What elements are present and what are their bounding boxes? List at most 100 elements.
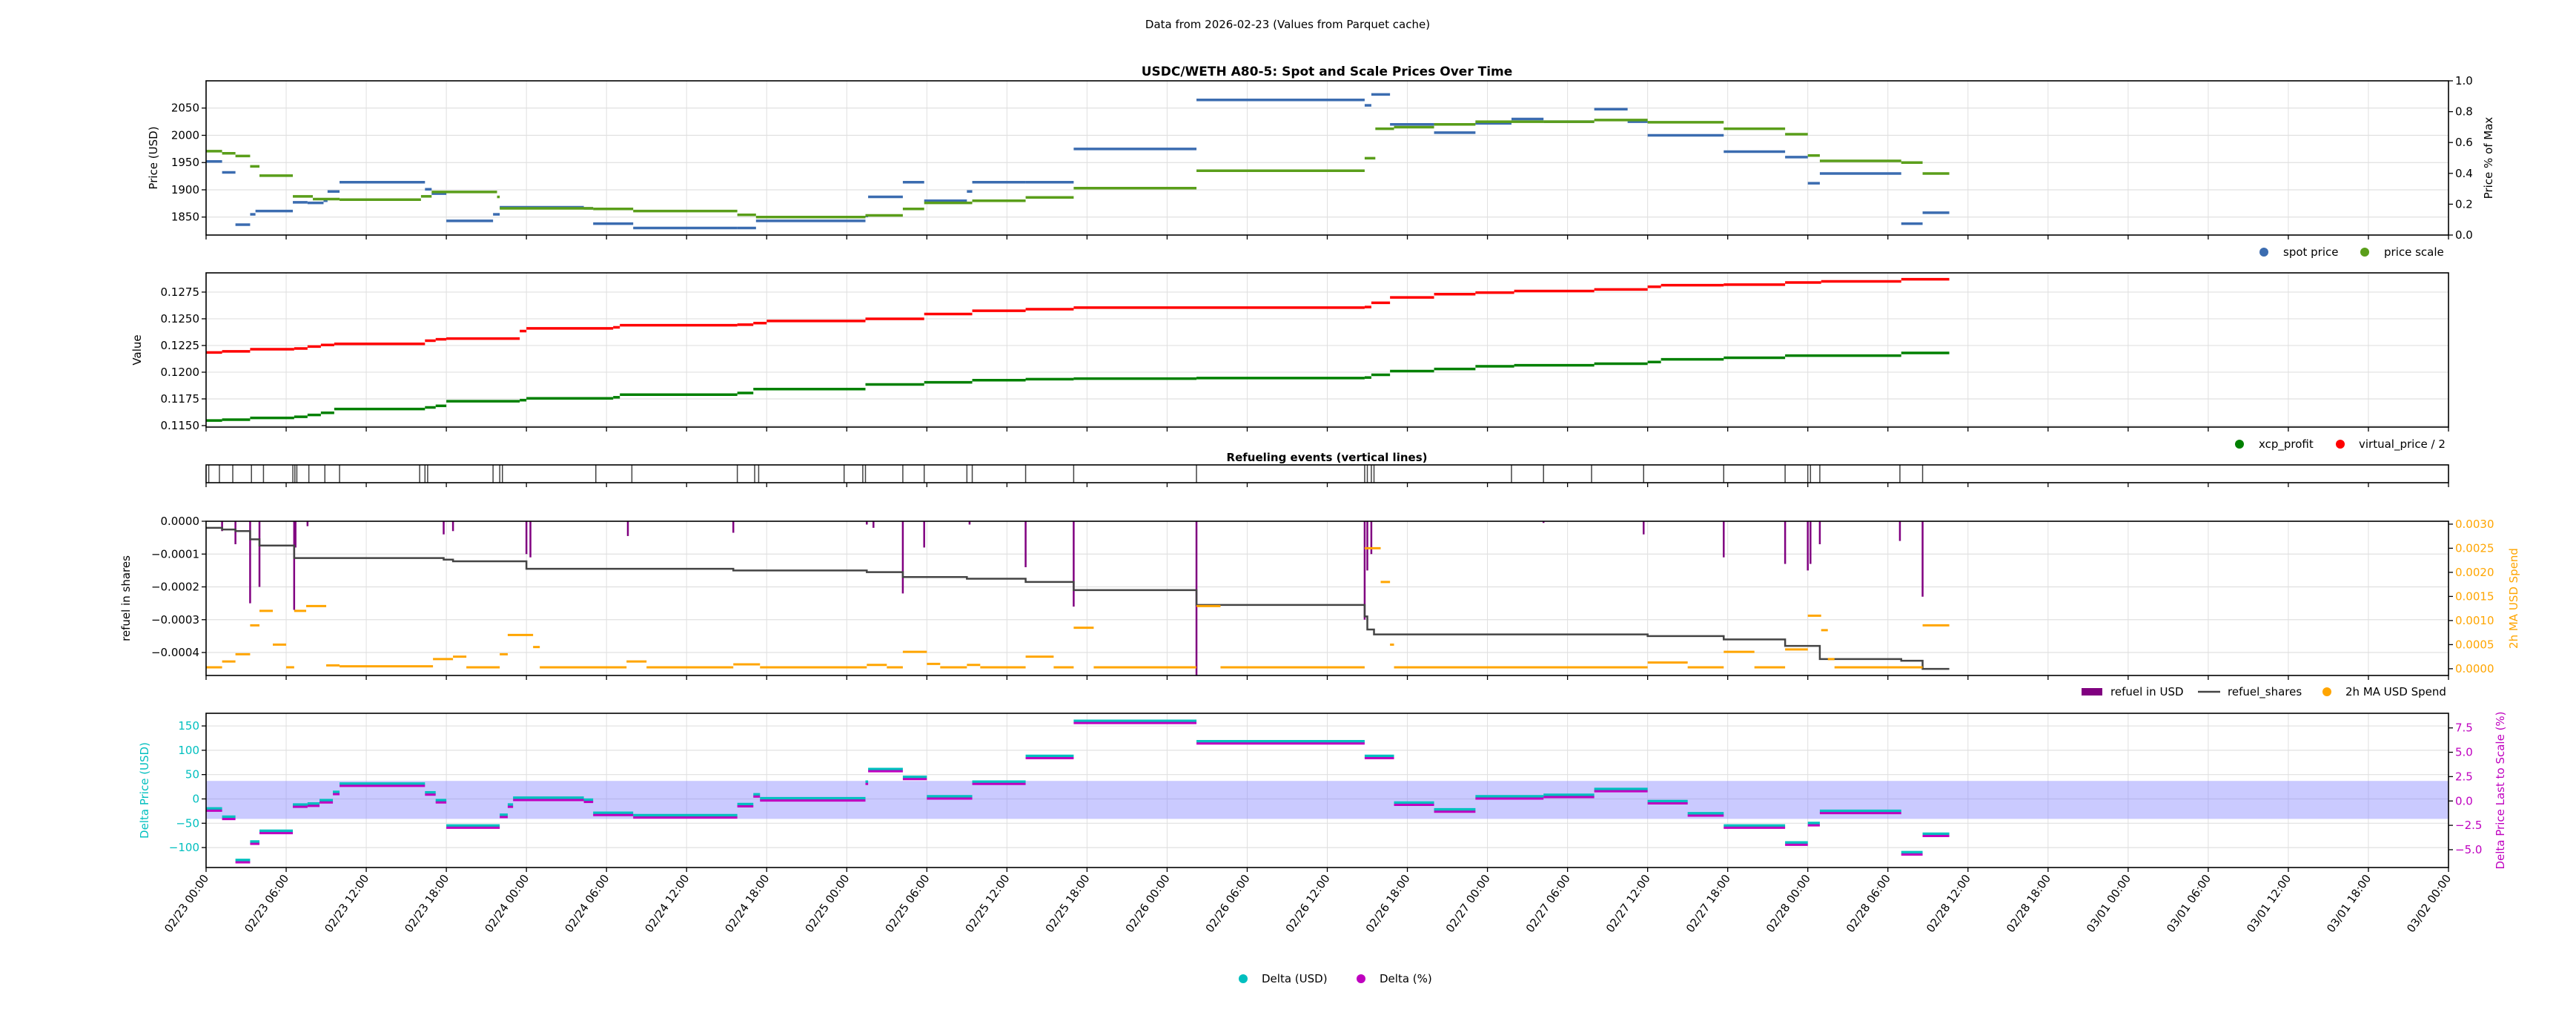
y-right-tick-label: 0.0030 bbox=[2455, 518, 2494, 531]
x-tick-label: 03/01 12:00 bbox=[2244, 872, 2294, 935]
x-tick-label: 02/27 12:00 bbox=[1603, 872, 1653, 935]
x-tick-label: 02/25 18:00 bbox=[1043, 872, 1093, 935]
legend-label-price-scale: price scale bbox=[2384, 245, 2444, 259]
x-tick-label: 02/27 06:00 bbox=[1523, 872, 1573, 935]
legend-values: xcp_profit virtual_price / 2 bbox=[2235, 437, 2446, 452]
legend-label-refuel-usd: refuel in USD bbox=[2110, 685, 2184, 698]
legend-label-virtual-price: virtual_price / 2 bbox=[2359, 437, 2446, 452]
x-tick-label: 02/26 00:00 bbox=[1123, 872, 1173, 935]
y-right-tick-label: 0.0015 bbox=[2455, 589, 2494, 603]
plot-layer: 1850 1900 1950 2000 2050 0.0 0.2 0.4 0.6 0.8 1.0 0.… bbox=[151, 74, 2494, 935]
y-right-tick-label: 0.0005 bbox=[2455, 638, 2494, 651]
ylabel-price-pct: Price % of Max bbox=[2482, 117, 2495, 199]
y-tick-label: 50 bbox=[185, 768, 199, 782]
x-tick-label: 03/02 00:00 bbox=[2404, 872, 2454, 935]
y-tick-label: 1950 bbox=[171, 156, 199, 169]
y-right-tick-label: −5.0 bbox=[2455, 843, 2482, 856]
axes-frame bbox=[205, 272, 2449, 428]
y-right-tick-label: −2.5 bbox=[2455, 819, 2482, 832]
x-tick-label: 02/24 00:00 bbox=[482, 872, 532, 935]
y-tick-label: −50 bbox=[176, 816, 199, 830]
x-tick-label: 02/27 18:00 bbox=[1683, 872, 1733, 935]
y-right-tick-label: 0.0000 bbox=[2455, 662, 2494, 675]
y-right-tick-label: 0.0 bbox=[2455, 794, 2473, 807]
legend-label-refuel-shares: refuel_shares bbox=[2228, 685, 2302, 699]
x-tick-label: 02/28 18:00 bbox=[2004, 872, 2053, 935]
chart-title-refuel-events: Refueling events (vertical lines) bbox=[1227, 451, 1428, 464]
axes-frame bbox=[205, 80, 2449, 236]
x-tick-label: 02/23 00:00 bbox=[162, 872, 211, 935]
y-right-tick-label: 0.0010 bbox=[2455, 614, 2494, 627]
y-right-tick-label: 0.4 bbox=[2455, 167, 2473, 180]
suptitle: Data from 2026-02-23 (Values from Parque… bbox=[1145, 18, 1430, 31]
x-tick-label: 02/27 00:00 bbox=[1443, 872, 1493, 935]
x-tick-label: 02/25 06:00 bbox=[883, 872, 933, 935]
ylabel-value: Value bbox=[130, 334, 144, 365]
y-tick-label: 2000 bbox=[171, 128, 199, 142]
y-tick-label: −0.0002 bbox=[151, 581, 199, 594]
ylabel-delta-pct: Delta Price Last to Scale (%) bbox=[2494, 711, 2507, 869]
y-tick-label: 0.0000 bbox=[161, 515, 200, 528]
legend-marker-xcp-profit bbox=[2235, 440, 2244, 449]
y-right-tick-label: 0.0020 bbox=[2455, 566, 2494, 579]
y-tick-label: 0 bbox=[192, 792, 199, 805]
y-right-tick-label: 0.0 bbox=[2455, 228, 2473, 242]
y-tick-label: 1850 bbox=[171, 211, 199, 224]
x-tick-label: 02/24 18:00 bbox=[722, 872, 772, 935]
y-right-tick-label: 0.0025 bbox=[2455, 541, 2494, 555]
y-tick-label: −0.0001 bbox=[151, 547, 199, 561]
y-tick-label: 150 bbox=[178, 719, 199, 733]
y-right-tick-label: 5.0 bbox=[2455, 746, 2473, 759]
legend-marker-ma-spend bbox=[2322, 687, 2331, 696]
ylabel-price: Price (USD) bbox=[147, 126, 160, 189]
legend-label-xcp-profit: xcp_profit bbox=[2259, 437, 2314, 452]
y-tick-label: 0.1275 bbox=[161, 285, 200, 299]
x-tick-label: 02/23 06:00 bbox=[242, 872, 291, 935]
legend-marker-delta-usd bbox=[1239, 974, 1248, 983]
ylabel-delta-usd: Delta Price (USD) bbox=[138, 742, 151, 839]
y-tick-label: −100 bbox=[169, 841, 199, 854]
axes-frame bbox=[205, 521, 2449, 676]
refuel-shares-line bbox=[206, 526, 1950, 670]
legend-marker-refuel-usd bbox=[2082, 688, 2102, 695]
y-right-tick-label: 1.0 bbox=[2455, 74, 2473, 87]
legend-label-delta-usd: Delta (USD) bbox=[1262, 972, 1328, 985]
y-right-tick-label: 0.6 bbox=[2455, 136, 2473, 149]
x-tick-label: 02/25 12:00 bbox=[963, 872, 1013, 935]
y-tick-label: 0.1150 bbox=[161, 419, 200, 432]
legend-marker-spot-price bbox=[2259, 248, 2268, 257]
y-right-tick-label: 0.2 bbox=[2455, 197, 2473, 211]
y-right-tick-label: 7.5 bbox=[2455, 721, 2473, 735]
axes-frame bbox=[205, 464, 2449, 483]
legend-refuel: refuel in USD refuel_shares 2h MA USD Sp… bbox=[2082, 685, 2446, 699]
legend-marker-delta-pct bbox=[1357, 974, 1365, 983]
x-tick-label: 03/01 18:00 bbox=[2324, 872, 2374, 935]
x-tick-label: 03/01 06:00 bbox=[2164, 872, 2214, 935]
x-tick-label: 03/01 00:00 bbox=[2084, 872, 2133, 935]
x-tick-label: 02/24 12:00 bbox=[642, 872, 692, 935]
y-tick-label: 0.1175 bbox=[161, 392, 200, 406]
legend-delta: Delta (USD) Delta (%) bbox=[1239, 972, 1432, 985]
legend-spot-scale: spot price price scale bbox=[2259, 245, 2444, 259]
y-right-tick-label: 2.5 bbox=[2455, 770, 2473, 783]
legend-label-delta-pct: Delta (%) bbox=[1380, 972, 1432, 985]
legend-marker-virtual-price bbox=[2336, 440, 2345, 449]
x-tick-label: 02/23 12:00 bbox=[322, 872, 371, 935]
y-tick-label: 2050 bbox=[171, 102, 199, 115]
x-tick-label: 02/28 00:00 bbox=[1764, 872, 1813, 935]
legend-label-spot-price: spot price bbox=[2283, 245, 2339, 259]
y-tick-label: −0.0004 bbox=[151, 646, 199, 659]
y-tick-label: 1900 bbox=[171, 183, 199, 196]
legend-marker-price-scale bbox=[2360, 248, 2369, 257]
x-tick-label: 02/26 12:00 bbox=[1283, 872, 1333, 935]
y-tick-label: 0.1250 bbox=[161, 312, 200, 326]
y-right-tick-label: 0.8 bbox=[2455, 105, 2473, 119]
ylabel-ma-spend: 2h MA USD Spend bbox=[2507, 548, 2520, 649]
x-tick-label: 02/26 06:00 bbox=[1203, 872, 1253, 935]
y-tick-label: 100 bbox=[178, 744, 199, 757]
y-tick-label: 0.1225 bbox=[161, 339, 200, 352]
x-tick-label: 02/28 12:00 bbox=[1924, 872, 1973, 935]
x-tick-label: 02/24 06:00 bbox=[562, 872, 612, 935]
axes-frame bbox=[205, 713, 2449, 868]
